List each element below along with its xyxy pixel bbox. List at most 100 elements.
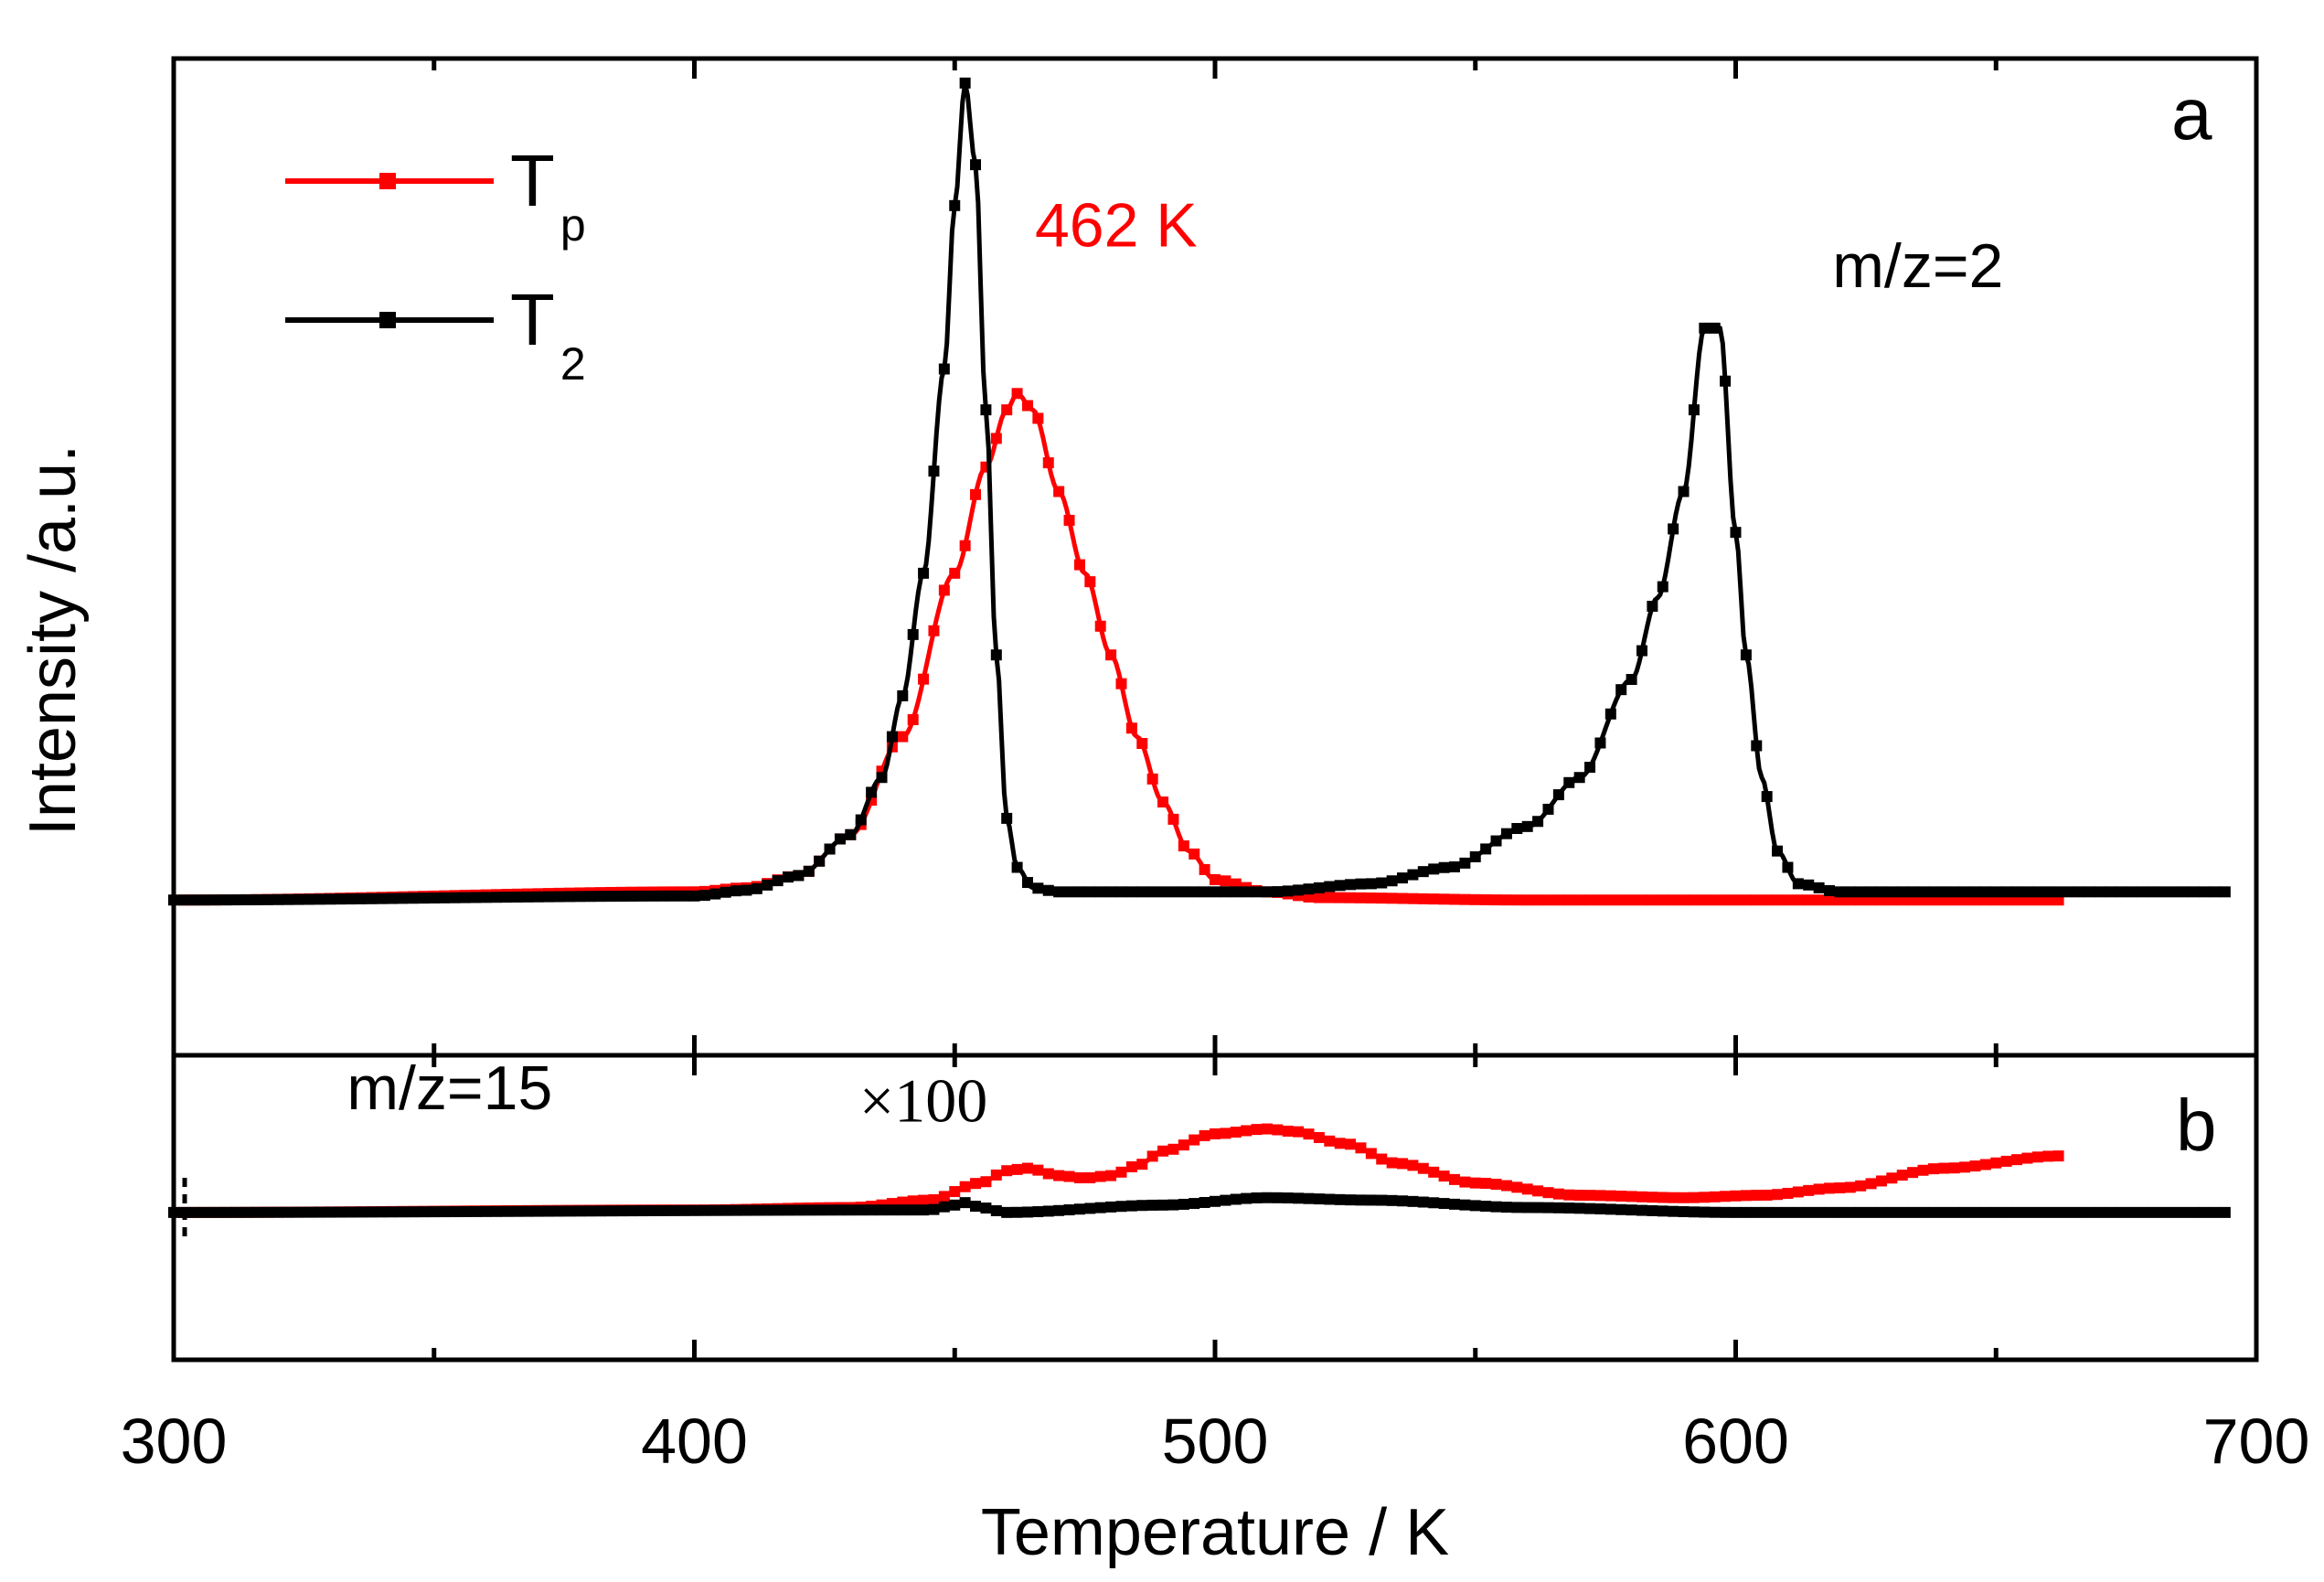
data-point	[1615, 894, 1627, 906]
data-point	[1397, 1158, 1409, 1170]
data-point	[814, 1204, 826, 1216]
data-point	[1438, 893, 1450, 905]
data-point	[1751, 1190, 1763, 1202]
data-point	[1844, 1206, 1856, 1218]
data-point	[1542, 803, 1554, 815]
data-point	[356, 1206, 368, 1218]
data-point	[1542, 1187, 1554, 1199]
data-point	[1824, 1182, 1836, 1194]
data-point	[1021, 877, 1033, 889]
data-point	[1313, 1193, 1325, 1205]
data-point	[1657, 1192, 1668, 1203]
data-point	[188, 1206, 200, 1218]
data-point	[2199, 886, 2211, 898]
data-point	[762, 879, 773, 891]
data-point	[1220, 886, 1231, 898]
data-point	[1251, 886, 1263, 898]
data-point	[1552, 894, 1564, 906]
data-point	[1251, 1124, 1263, 1136]
data-point	[1386, 1194, 1398, 1206]
data-point	[480, 1205, 492, 1217]
data-point	[1189, 886, 1200, 898]
data-point	[1282, 885, 1294, 897]
data-point	[970, 488, 982, 500]
data-point	[1042, 884, 1054, 896]
data-point	[2052, 886, 2064, 898]
data-point	[1178, 840, 1189, 852]
data-point	[480, 892, 492, 903]
data-point	[866, 1204, 878, 1216]
data-point	[1730, 527, 1742, 539]
data-point	[2042, 1150, 2054, 1162]
data-point	[594, 891, 606, 903]
data-point	[1073, 886, 1085, 898]
panel-a-frame	[171, 56, 2259, 1058]
data-point	[855, 1204, 867, 1216]
data-point	[1927, 1163, 1939, 1175]
data-point	[1979, 1159, 1991, 1170]
data-point	[970, 1201, 982, 1213]
data-point	[1365, 1148, 1377, 1160]
data-point	[730, 885, 742, 897]
data-point	[876, 1204, 888, 1216]
data-point	[1855, 1206, 1867, 1218]
data-point	[1282, 1125, 1294, 1137]
data-point	[2011, 1206, 2023, 1218]
data-point	[959, 1197, 971, 1209]
data-point	[376, 1206, 388, 1218]
data-point	[491, 892, 503, 903]
data-point	[1990, 886, 2002, 898]
data-point	[1376, 893, 1388, 904]
data-point	[543, 891, 555, 903]
data-point	[2126, 1206, 2137, 1218]
data-point	[1125, 1200, 1137, 1212]
data-point	[1886, 886, 1898, 898]
data-point	[2188, 886, 2200, 898]
data-point	[1042, 1168, 1054, 1180]
data-point	[1720, 1206, 1732, 1218]
data-point	[772, 875, 784, 887]
data-point	[1500, 1202, 1512, 1213]
data-point	[1199, 1129, 1210, 1141]
data-point	[1105, 1201, 1117, 1213]
data-point	[918, 1194, 930, 1206]
data-point	[1782, 894, 1794, 906]
data-point	[1511, 1181, 1523, 1193]
data-point	[2167, 1206, 2179, 1218]
data-point	[1647, 1204, 1658, 1216]
data-point	[1907, 1167, 1919, 1179]
data-point	[1500, 894, 1512, 906]
data-point	[1334, 1138, 1346, 1149]
panel-b: b m/z=15 ×100	[168, 1053, 2259, 1363]
legend-item-t2: T2	[285, 279, 586, 390]
data-point	[1178, 886, 1189, 898]
panel-a: a Intensity /a.u. 452 K462 Km/z=2 Tp T2	[16, 56, 2259, 1058]
data-point	[2199, 1206, 2211, 1218]
data-point	[907, 713, 919, 725]
data-point	[1407, 893, 1419, 904]
data-point	[230, 894, 242, 906]
data-point	[2178, 1206, 2190, 1218]
data-point	[730, 1204, 742, 1216]
data-point	[1334, 1193, 1346, 1205]
data-point	[376, 893, 388, 904]
data-point	[1272, 1124, 1284, 1136]
data-point	[1917, 886, 1929, 898]
data-point	[1261, 1123, 1273, 1135]
data-point	[574, 891, 586, 903]
data-point	[1792, 1206, 1804, 1218]
data-point	[2157, 886, 2169, 898]
data-point	[949, 1186, 961, 1198]
data-point	[1875, 1206, 1887, 1218]
data-point	[1720, 894, 1732, 906]
data-point	[335, 893, 346, 905]
data-point	[1397, 872, 1409, 884]
data-point	[1803, 1206, 1815, 1218]
data-point	[918, 567, 930, 579]
data-point	[1668, 1192, 1679, 1203]
data-point	[1334, 892, 1346, 903]
data-point	[314, 893, 325, 905]
data-point	[928, 1193, 940, 1205]
data-point	[928, 465, 940, 477]
data-point	[439, 892, 451, 903]
